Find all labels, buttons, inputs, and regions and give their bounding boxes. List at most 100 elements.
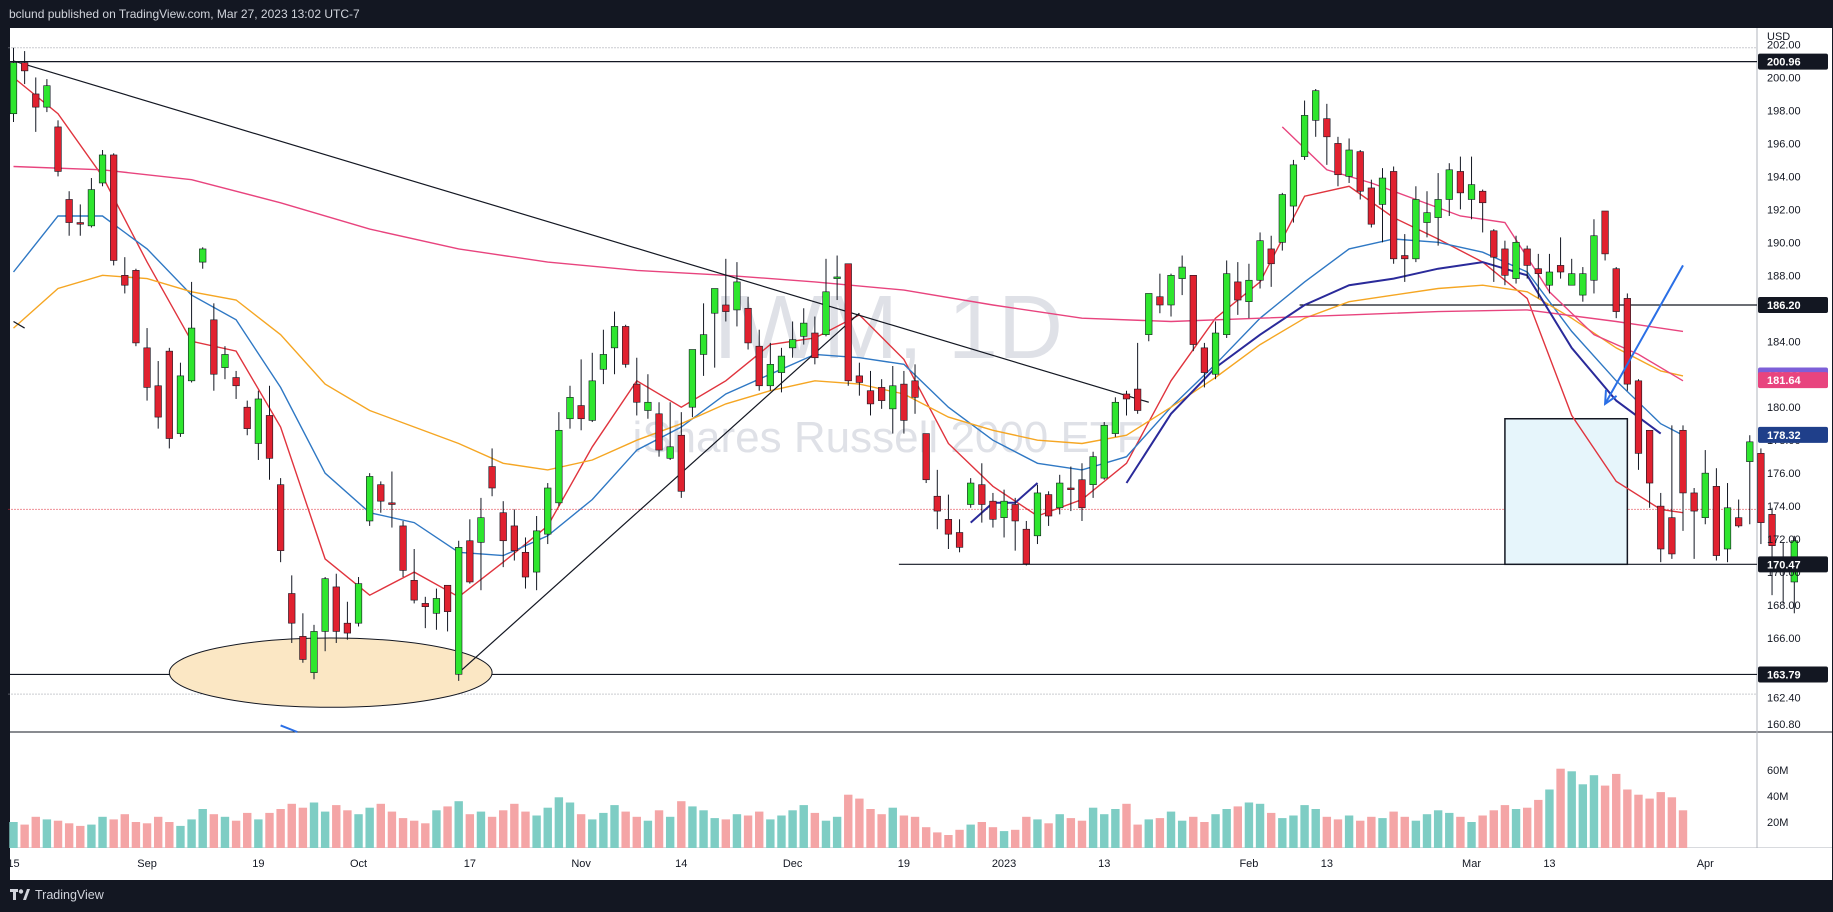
volume-bar — [1166, 811, 1176, 848]
volume-bar — [1567, 771, 1576, 848]
price-badge: 181.64 — [1758, 372, 1828, 389]
candle-body — [510, 525, 518, 551]
candle-body — [1067, 487, 1075, 490]
candle-body — [1668, 517, 1676, 555]
volume-bar — [721, 819, 731, 848]
candle — [1723, 483, 1732, 563]
candle — [154, 361, 162, 429]
candle-body — [755, 345, 763, 387]
candle-body — [1490, 230, 1498, 258]
candle — [1534, 253, 1542, 299]
candle — [955, 519, 964, 553]
price-chart[interactable]: IWM, 1D iShares Russell 2000 ETF USD202.00… — [0, 0, 1833, 880]
candle — [332, 573, 340, 643]
price-pane — [10, 28, 1757, 732]
candle — [566, 385, 574, 429]
volume-bar — [944, 835, 953, 848]
volume-bar — [354, 814, 363, 848]
candle-body — [9, 62, 18, 115]
volume-bar — [1044, 823, 1053, 848]
volume-bar — [1433, 810, 1443, 848]
candle-body — [1634, 380, 1643, 454]
volume-bar — [9, 822, 18, 848]
volume-bar — [1634, 794, 1643, 848]
volume-bar — [654, 810, 664, 848]
volume-bar — [832, 816, 842, 848]
candle-body — [955, 532, 964, 548]
candle-body — [143, 347, 151, 388]
price-badge: 200.96 — [1758, 53, 1828, 70]
time-tick-label: 13 — [1098, 858, 1110, 870]
watermark-symbol: IWM, 1D — [713, 278, 1063, 378]
volume-bar — [1022, 816, 1031, 848]
candle-body — [922, 433, 930, 481]
candle — [1256, 232, 1264, 289]
volume-bar — [343, 810, 352, 848]
candle — [1189, 275, 1197, 352]
candle-body — [254, 398, 262, 444]
candle-body — [121, 275, 129, 286]
volume-bar — [109, 819, 118, 848]
volume-bar — [588, 819, 597, 848]
candle-body — [944, 519, 953, 535]
candle — [1200, 342, 1209, 388]
volume-bar — [1478, 815, 1487, 848]
time-tick-label: 14 — [675, 858, 687, 870]
candle-body — [1367, 187, 1375, 225]
candle-body — [1078, 479, 1086, 509]
candle-body — [1145, 293, 1153, 335]
candle-body — [321, 578, 329, 632]
candle — [733, 262, 741, 327]
price-tick-label: 162.40 — [1767, 692, 1801, 704]
candle-body — [1211, 332, 1220, 375]
trendline — [13, 320, 25, 329]
candle-body — [499, 512, 507, 542]
volume-bar — [1600, 785, 1610, 848]
candle-body — [1378, 177, 1387, 205]
candle-body — [1545, 271, 1554, 286]
candle-body — [132, 270, 140, 344]
candle — [1434, 173, 1442, 246]
candle-body — [176, 375, 185, 434]
candle-body — [1568, 273, 1576, 286]
candle — [1245, 263, 1253, 319]
candle — [1345, 138, 1353, 183]
volume-bar — [1589, 775, 1599, 848]
candle-body — [844, 263, 852, 382]
tradingview-logo[interactable]: TradingView — [10, 888, 104, 902]
candle — [1134, 342, 1142, 414]
candle — [466, 519, 474, 584]
price-tick-label: 192.00 — [1767, 204, 1801, 216]
candle-body — [154, 385, 162, 418]
candle-body — [210, 319, 218, 375]
candle — [1757, 448, 1765, 545]
candle-body — [599, 354, 607, 370]
candle — [978, 463, 986, 523]
candle-body — [744, 307, 752, 344]
volume-bar — [254, 819, 263, 848]
volume-tick-label: 20M — [1767, 817, 1788, 829]
volume-bar — [465, 814, 475, 848]
candle — [1634, 379, 1643, 470]
volume-bar — [1289, 815, 1298, 848]
volume-bar — [1467, 822, 1476, 848]
volume-bar — [165, 822, 174, 848]
time-tick-label: 19 — [898, 858, 910, 870]
candle-body — [855, 375, 863, 383]
candle-body — [1234, 281, 1242, 301]
volume-bar — [443, 806, 452, 848]
candle-body — [777, 355, 786, 373]
candle — [265, 385, 274, 480]
volume-bar — [1311, 809, 1320, 848]
volume-bar — [621, 811, 630, 848]
candle-body — [1679, 429, 1687, 494]
candle — [277, 478, 285, 563]
price-badge-label: 200.96 — [1767, 57, 1801, 69]
candle — [1312, 89, 1320, 137]
candle-body — [1423, 212, 1431, 223]
price-tick-label: 188.00 — [1767, 270, 1801, 282]
time-axis-pane — [10, 848, 1832, 880]
volume-bar — [1556, 768, 1565, 848]
candle — [1267, 235, 1275, 287]
volume-bar — [1278, 818, 1287, 848]
